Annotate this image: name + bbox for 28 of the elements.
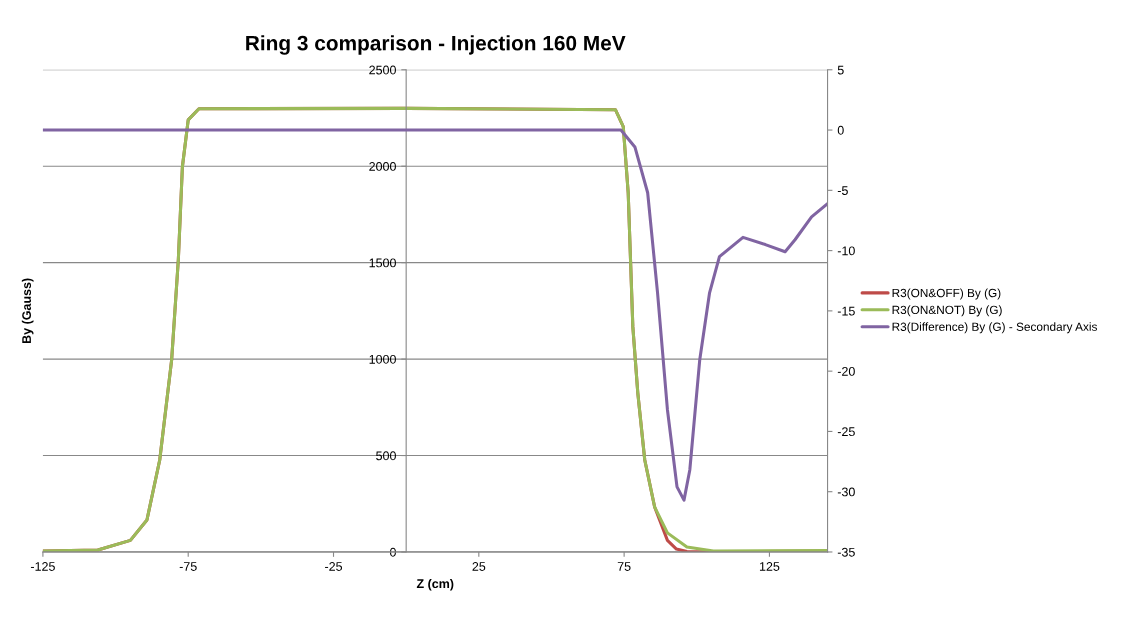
y2-tick-label: -25	[837, 427, 855, 437]
x-tick-label: 75	[617, 562, 631, 571]
y-tick-label: 2500	[369, 65, 396, 75]
y2-tick-label: 0	[837, 125, 844, 135]
legend-label: R3(ON&OFF) By (G)	[892, 288, 1001, 300]
y-tick-label: 1000	[369, 354, 396, 364]
x-tick-label: 25	[472, 562, 486, 571]
legend-label: R3(ON&NOT) By (G)	[892, 305, 1002, 317]
y-tick-label: 0	[389, 547, 396, 557]
y2-tick-label: -30	[837, 487, 855, 497]
y2-tick-label: -5	[837, 186, 848, 195]
y2-tick-label: -20	[837, 366, 855, 376]
y2-tick-label: 5	[837, 65, 844, 75]
y2-tick-label: -35	[837, 547, 855, 557]
x-tick-label: -75	[179, 562, 197, 571]
x-tick-label: -25	[325, 562, 343, 571]
y-axis-title: By (Gauss)	[21, 278, 34, 344]
y-tick-label: 500	[376, 451, 396, 461]
chart-title: Ring 3 comparison - Injection 160 MeV	[246, 35, 626, 55]
x-axis-title: Z (cm)	[416, 578, 454, 591]
y-tick-label: 2000	[369, 162, 396, 171]
y-tick-label: 1500	[369, 258, 396, 268]
x-tick-label: 125	[759, 562, 780, 571]
y2-tick-label: -15	[837, 306, 855, 316]
line-series	[42, 128, 828, 502]
legend-label: R3(Difference) By (G) - Secondary Axis	[892, 322, 1097, 334]
x-tick-label: -125	[30, 562, 55, 571]
y2-tick-label: -10	[837, 246, 855, 256]
